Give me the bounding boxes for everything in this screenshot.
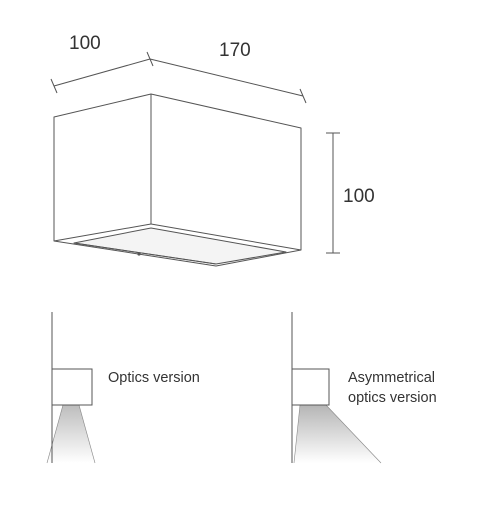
width-dimension-line [149,58,307,104]
depth-dimension-line [50,51,154,94]
asymmetrical-label-line1: Asymmetrical [348,370,436,386]
depth-dimension-label: 100 [69,33,101,54]
fixture-box [53,93,302,267]
optics-version-label: Optics version [108,370,200,386]
side-view-asymmetrical [291,312,382,464]
asymmetrical-label-line2: optics version [348,390,437,406]
width-dimension-label: 170 [219,40,251,61]
height-dimension-label: 100 [343,186,375,207]
side-view-optics [46,312,96,464]
height-dimension-line [326,132,340,254]
